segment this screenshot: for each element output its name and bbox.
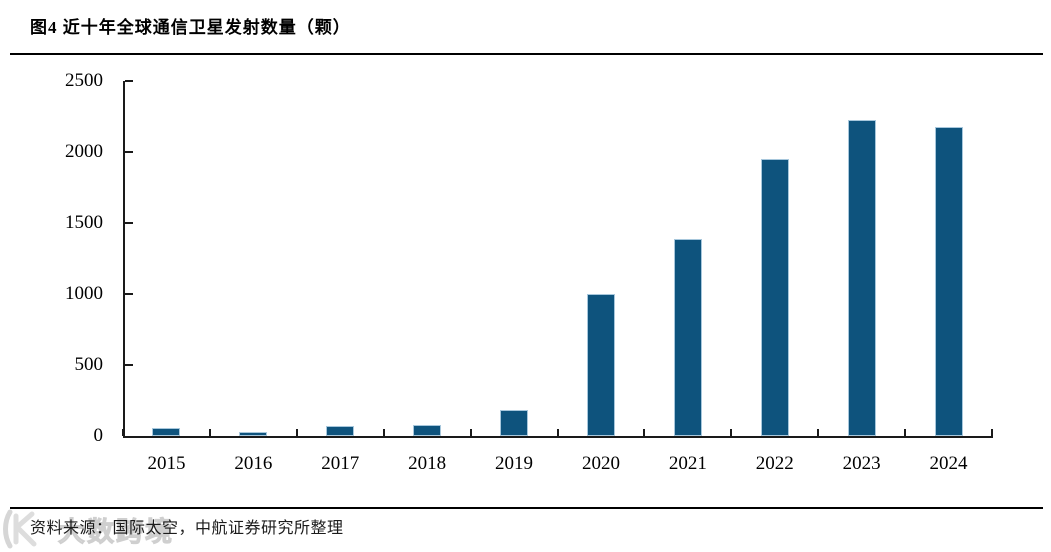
x-tick-label-2022: 2022 bbox=[755, 453, 794, 474]
x-tick-1 bbox=[208, 429, 211, 436]
y-tick-label-2500: 2500 bbox=[65, 70, 103, 91]
y-tick-500 bbox=[125, 364, 133, 366]
x-tick-10 bbox=[991, 429, 993, 436]
y-tick-label-1500: 1500 bbox=[65, 212, 103, 233]
bar-2021 bbox=[673, 239, 702, 436]
y-tick-label-0: 0 bbox=[93, 425, 104, 446]
x-tick-4 bbox=[469, 429, 472, 436]
x-tick-6 bbox=[643, 429, 646, 436]
y-axis-line bbox=[123, 81, 125, 438]
x-tick-label-2015: 2015 bbox=[147, 453, 186, 474]
y-tick-2000 bbox=[125, 151, 133, 153]
x-tick-9 bbox=[904, 429, 907, 436]
watermark-text: 大数跨境 bbox=[58, 516, 174, 547]
bar-2016 bbox=[239, 432, 268, 436]
chart-title: 图4 近十年全球通信卫星发射数量（颗） bbox=[30, 18, 351, 37]
watermark-logo-icon bbox=[3, 509, 37, 549]
x-tick-label-2018: 2018 bbox=[408, 453, 447, 474]
y-tick-1000 bbox=[125, 293, 133, 295]
y-tick-label-1000: 1000 bbox=[65, 283, 103, 304]
x-tick-label-2023: 2023 bbox=[842, 453, 881, 474]
x-axis-line bbox=[123, 436, 993, 438]
bar-2017 bbox=[326, 426, 355, 436]
y-tick-label-500: 500 bbox=[74, 354, 104, 375]
bar-2020 bbox=[586, 294, 615, 436]
y-tick-2500 bbox=[125, 80, 133, 82]
bar-2019 bbox=[500, 410, 529, 436]
x-tick-label-2020: 2020 bbox=[581, 453, 620, 474]
x-tick-0 bbox=[122, 429, 124, 436]
x-tick-label-2017: 2017 bbox=[321, 453, 360, 474]
source-note: 资料来源：国际太空，中航证券研究所整理 bbox=[30, 520, 344, 537]
x-tick-label-2024: 2024 bbox=[929, 453, 968, 474]
y-tick-1500 bbox=[125, 222, 133, 224]
bar-2018 bbox=[413, 425, 442, 436]
x-tick-3 bbox=[382, 429, 385, 436]
bar-2022 bbox=[760, 159, 789, 436]
x-tick-label-2021: 2021 bbox=[668, 453, 707, 474]
top-divider bbox=[10, 53, 1043, 55]
x-tick-2 bbox=[295, 429, 298, 436]
bar-2015 bbox=[152, 428, 181, 436]
x-tick-label-2016: 2016 bbox=[234, 453, 273, 474]
watermark: 大数跨境 bbox=[2, 508, 174, 550]
bar-2024 bbox=[934, 127, 963, 436]
plot-area: 0 500 1000 1500 2000 2500 2015 2016 2017 2018 2019… bbox=[65, 70, 993, 474]
x-tick-5 bbox=[556, 429, 559, 436]
y-tick-label-2000: 2000 bbox=[65, 141, 103, 162]
x-tick-7 bbox=[730, 429, 733, 436]
bottom-divider bbox=[10, 507, 1043, 509]
x-tick-label-2019: 2019 bbox=[495, 453, 534, 474]
bar-2023 bbox=[847, 120, 876, 436]
x-tick-8 bbox=[817, 429, 820, 436]
